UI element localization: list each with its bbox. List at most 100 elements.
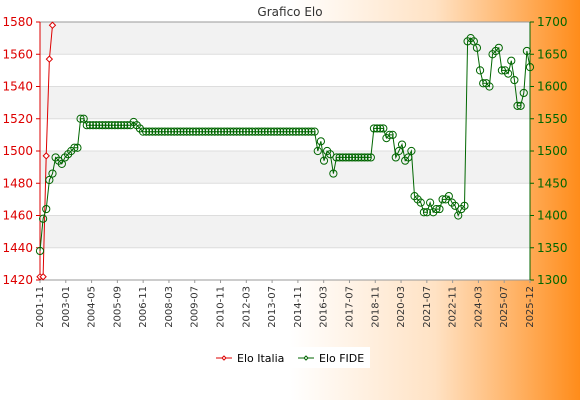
data-point (207, 127, 216, 136)
series-elo-italia (36, 21, 57, 281)
data-point (494, 43, 503, 52)
data-point (357, 153, 366, 162)
data-point (142, 127, 151, 136)
data-point (376, 124, 385, 133)
right-axis-tick-label: 1400 (537, 209, 568, 223)
data-point (388, 130, 397, 139)
data-point (475, 66, 485, 75)
data-point (522, 46, 531, 56)
x-axis-tick-label: 2014-11 (293, 286, 304, 328)
data-point (48, 169, 57, 178)
data-point (510, 75, 519, 85)
data-point (145, 127, 154, 136)
data-point (344, 153, 354, 162)
data-point (450, 201, 460, 210)
data-point (185, 127, 194, 136)
data-point (107, 121, 116, 130)
plot-band (40, 215, 530, 248)
data-point (48, 21, 57, 29)
data-point (70, 143, 79, 152)
data-point (235, 127, 244, 136)
x-axis-tick-label: 2006-11 (138, 286, 149, 328)
data-point (285, 127, 294, 136)
data-point (198, 127, 207, 136)
left-axis-tick-label: 1420 (2, 273, 33, 287)
legend: Elo Italia Elo FIDE (210, 347, 370, 368)
data-point (154, 127, 163, 136)
data-point (176, 127, 185, 136)
data-point (88, 121, 98, 130)
series-layer (35, 21, 535, 281)
data-point (310, 127, 319, 136)
plot-bands (40, 22, 530, 280)
plot-band (40, 54, 530, 87)
right-axis-tick-label: 1700 (537, 15, 568, 29)
data-point (485, 82, 494, 91)
x-axis-tick-label: 2025-12 (525, 286, 536, 328)
data-point (507, 56, 516, 65)
data-point (504, 69, 513, 78)
x-axis-tick-label: 2009-07 (190, 286, 201, 328)
data-point (269, 127, 279, 136)
data-point (42, 204, 51, 214)
data-point (341, 153, 350, 162)
data-point (319, 156, 329, 165)
data-point (123, 121, 132, 130)
data-point (245, 127, 254, 136)
data-point (163, 127, 173, 136)
right-axis-tick-label: 1300 (537, 273, 568, 287)
data-point (35, 246, 45, 256)
data-point (298, 127, 307, 136)
data-point (329, 169, 338, 178)
data-point (288, 127, 297, 136)
x-axis-tick-label: 2010-11 (216, 286, 227, 328)
data-point (45, 55, 54, 63)
data-point (120, 121, 129, 130)
data-point (391, 153, 400, 162)
legend-marker-elo-fide (303, 355, 309, 361)
data-point (98, 121, 107, 130)
data-point (238, 127, 247, 136)
data-point (335, 153, 344, 162)
data-point (513, 101, 522, 110)
data-point (516, 101, 525, 110)
left-axis-tick-label: 1440 (2, 241, 33, 255)
x-axis-tick-label: 2022-11 (448, 286, 459, 328)
data-point (460, 201, 469, 210)
data-point (432, 204, 441, 214)
data-point (313, 146, 322, 156)
right-axis-tick-label: 1450 (537, 176, 568, 190)
x-axis-tick-label: 2008-03 (164, 286, 175, 328)
data-point (326, 150, 335, 159)
data-point (279, 127, 288, 136)
data-point (301, 127, 310, 136)
right-axis-tick-label: 1600 (537, 80, 568, 94)
data-point (166, 127, 176, 136)
plot-band (40, 22, 530, 55)
left-axis-tick-label: 1460 (2, 209, 33, 223)
data-point (101, 121, 110, 130)
data-point (282, 127, 291, 136)
data-point (351, 153, 360, 162)
data-point (195, 127, 204, 136)
data-point (422, 208, 432, 217)
data-point (82, 121, 91, 130)
data-point (76, 114, 85, 123)
data-point (216, 127, 226, 136)
data-point (394, 146, 404, 156)
right-axis-tick-label: 1350 (537, 241, 568, 255)
data-point (73, 143, 82, 152)
data-point (160, 127, 169, 136)
data-point (404, 153, 413, 162)
data-point (92, 121, 101, 130)
data-point (201, 127, 210, 136)
data-point (39, 214, 48, 223)
x-axis-tick-label: 2016-03 (319, 286, 330, 328)
data-point (479, 79, 488, 88)
data-point (248, 127, 257, 136)
data-point (416, 198, 425, 207)
left-axis-tick-label: 1580 (2, 15, 33, 29)
data-point (110, 121, 120, 130)
x-axis-tick-label: 2017-07 (344, 286, 355, 328)
